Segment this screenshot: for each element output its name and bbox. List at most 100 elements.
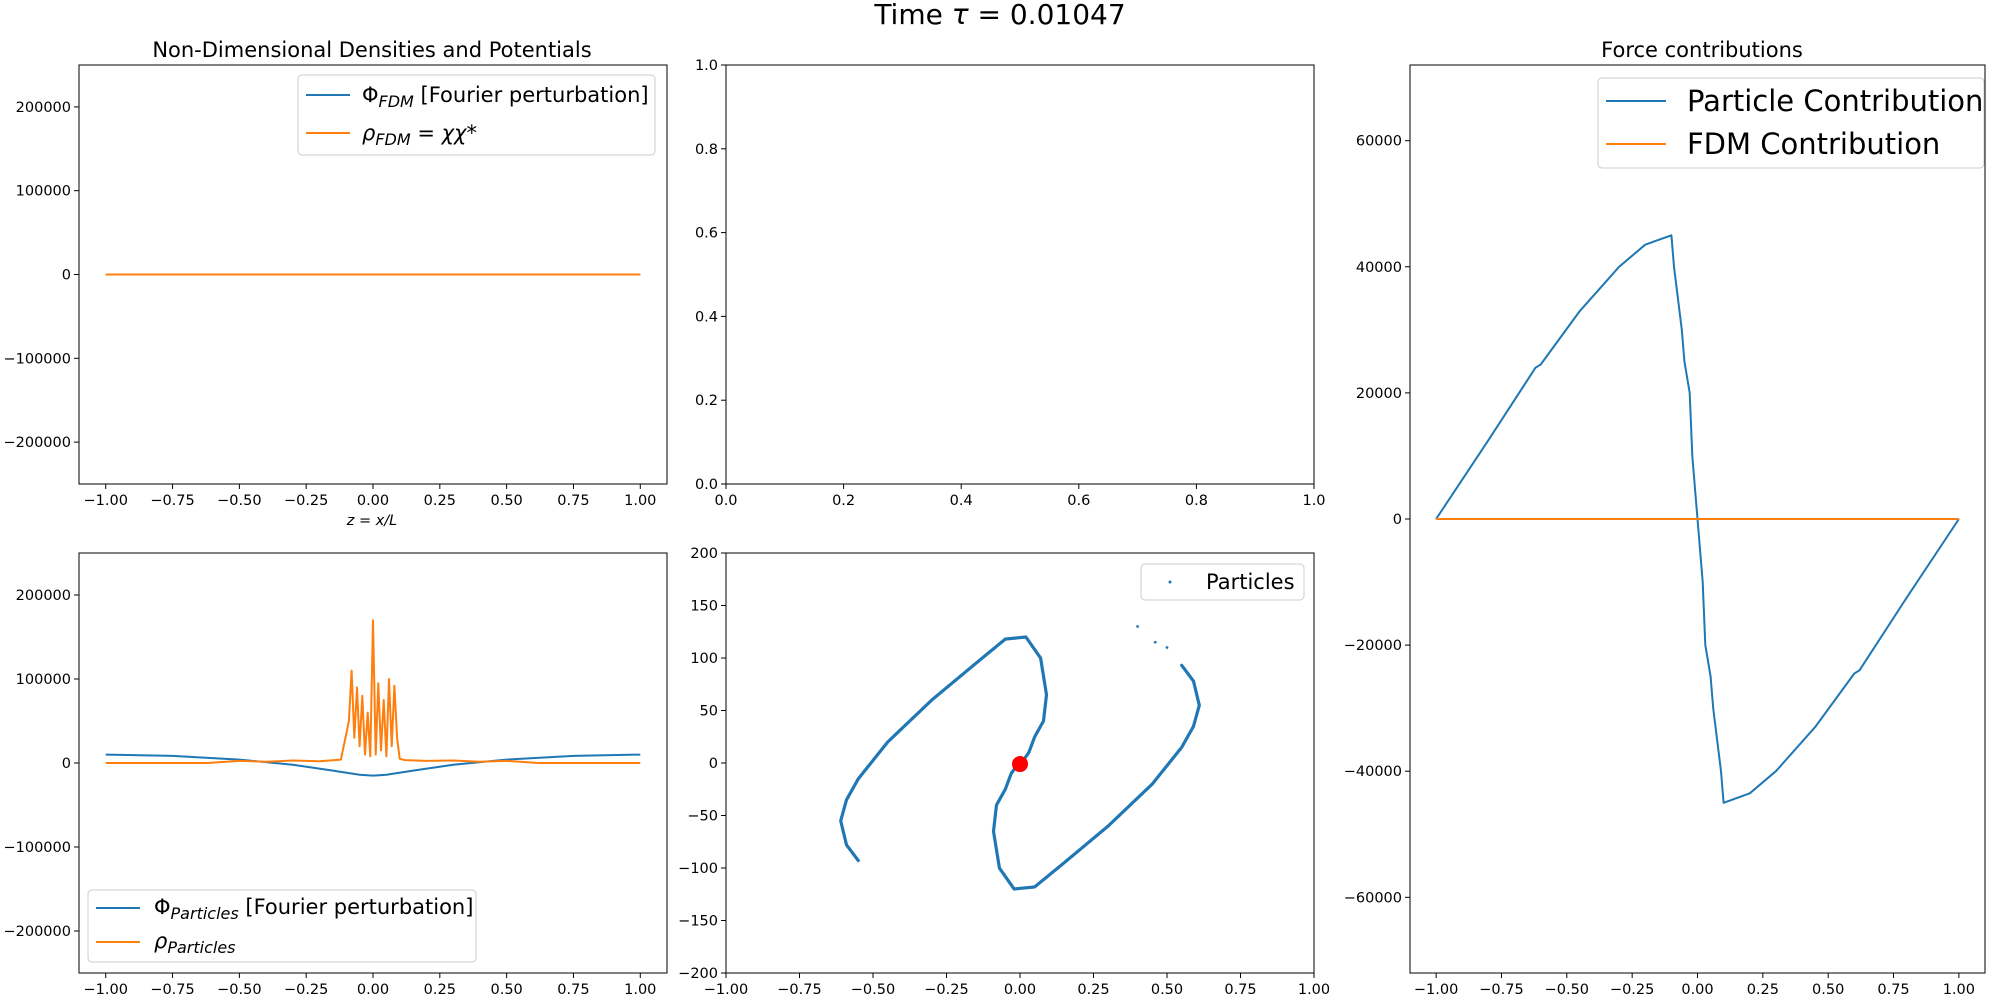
y-tick-label: 100 (690, 651, 718, 667)
series-particles-point-2 (1165, 646, 1169, 649)
legend-label-fdm-contribution: FDM Contribution (1687, 127, 1940, 161)
axes-phase-space: −1.00 −0.75 −0.50 −0.25 0.00 0.25 0.50 0.75 1.00… (678, 546, 1330, 998)
panel-title-force: Force contributions (1601, 38, 1803, 62)
x-tick-label: −0.25 (1610, 982, 1654, 998)
x-tick-label: 0.00 (1681, 982, 1713, 998)
axes-densities-particles: −1.00 −0.75 −0.50 −0.25 0.00 0.25 0.50 0.75 1.00… (3, 552, 668, 998)
y-tick-label: 0.4 (695, 309, 718, 325)
y-tick-label: −100000 (3, 351, 71, 367)
legend-marker-particles (1168, 580, 1172, 584)
x-tick-label: 0.00 (1004, 982, 1036, 998)
figure-title: Time τ = 0.01047 (873, 0, 1125, 31)
x-tick-label: 0.75 (557, 982, 589, 998)
x-tick-label: 0.00 (357, 493, 389, 509)
y-tick-label: 50 (700, 704, 718, 720)
series-particles-point-0 (1136, 625, 1139, 628)
legend-phase-space: Particles (1140, 563, 1305, 601)
x-tick-label: 0.50 (1151, 982, 1183, 998)
x-tick-label: −0.25 (924, 982, 968, 998)
x-tick-label: 0.50 (490, 493, 522, 509)
x-tick-label: −1.00 (84, 982, 128, 998)
y-tick-label: 0.6 (695, 226, 718, 242)
legend-frame (297, 74, 656, 156)
y-tick-label: −50 (687, 809, 718, 825)
x-tick-label: 1.0 (1302, 493, 1325, 509)
legend-frame (87, 889, 477, 963)
x-tick-label: 0.2 (832, 493, 855, 509)
y-tick-label: −200000 (3, 924, 71, 940)
series-particles-arm-1 (991, 663, 1201, 891)
x-tick-label: −0.75 (1479, 982, 1523, 998)
axes-force-contributions: −1.00 −0.75 −0.50 −0.25 0.00 0.25 0.50 0.75 1.00… (1344, 64, 1986, 998)
legend-frame (1597, 77, 1985, 169)
y-tick-label: 0 (62, 756, 71, 772)
x-tick-label: −0.50 (217, 493, 261, 509)
plot-area (105, 619, 641, 777)
series-particles-point-1 (1153, 640, 1157, 644)
x-tick-label: 0.0 (714, 493, 737, 509)
y-tick-label: 0 (709, 756, 718, 772)
y-tick-label: 0.8 (695, 142, 718, 158)
axes-frame (725, 64, 1315, 485)
legend-label-rho-particles: ρParticles (154, 929, 236, 957)
y-tick-label: −60000 (1344, 890, 1402, 906)
y-tick-label: −150 (678, 914, 718, 930)
y-tick-label: 60000 (1356, 134, 1402, 150)
y-tick-label: 100000 (16, 672, 71, 688)
panel-title-densities: Non-Dimensional Densities and Potentials (152, 38, 591, 62)
legend-label-phi-particles: ΦParticles [Fourier perturbation] (154, 895, 473, 923)
x-tick-label: −0.75 (777, 982, 821, 998)
x-tick-label: 1.00 (624, 982, 656, 998)
legend-frame (1140, 563, 1305, 601)
legend-force: Particle Contribution FDM Contribution (1597, 77, 1985, 169)
y-tick-label: 100000 (16, 184, 71, 200)
x-tick-label: −0.75 (150, 982, 194, 998)
axes-empty: 0.0 0.2 0.4 0.6 0.8 1.0 0.0 0.2 0.4 0.6 0.8 1.0 (695, 58, 1326, 509)
x-tick-label: 0.75 (1224, 982, 1256, 998)
x-tick-label: 0.50 (490, 982, 522, 998)
x-tick-label: 0.75 (1877, 982, 1909, 998)
y-tick-label: −20000 (1344, 638, 1402, 654)
x-tick-label: −0.50 (851, 982, 895, 998)
x-tick-label: 0.6 (1067, 493, 1090, 509)
legend-label-particles: Particles (1206, 570, 1295, 594)
legend-densities-fdm: ΦFDM [Fourier perturbation] ρFDM = χχ* (297, 74, 656, 156)
x-tick-label: −1.00 (1414, 982, 1458, 998)
x-tick-label: 1.00 (1943, 982, 1975, 998)
x-tick-label: 0.25 (1747, 982, 1779, 998)
plot-area (839, 625, 1201, 891)
legend-densities-particles: ΦParticles [Fourier perturbation] ρParti… (87, 889, 477, 963)
y-tick-label: −40000 (1344, 764, 1402, 780)
y-tick-label: 0 (1393, 512, 1402, 528)
x-tick-label: 1.00 (1298, 982, 1330, 998)
series--particles-fourier-perturbation- (105, 753, 641, 777)
y-tick-label: 1.0 (695, 58, 718, 74)
x-tick-label: 0.25 (1077, 982, 1109, 998)
x-tick-label: 0.25 (424, 982, 456, 998)
x-tick-label: −1.00 (84, 493, 128, 509)
x-tick-label: 0.00 (357, 982, 389, 998)
x-tick-label: 0.75 (557, 493, 589, 509)
x-tick-label: −0.25 (284, 493, 328, 509)
y-tick-label: 0.0 (695, 477, 718, 493)
x-tick-label: 1.00 (624, 493, 656, 509)
x-tick-label: −0.75 (150, 493, 194, 509)
x-tick-label: −0.50 (217, 982, 261, 998)
x-tick-label: −0.50 (1545, 982, 1589, 998)
y-tick-label: 0.2 (695, 393, 718, 409)
y-tick-label: 0 (62, 268, 71, 284)
series--particles (105, 619, 641, 764)
y-tick-label: 150 (690, 599, 718, 615)
red-marker-point (1012, 756, 1028, 773)
y-tick-label: 200000 (16, 588, 71, 604)
y-tick-label: −200 (678, 966, 718, 982)
y-tick-label: −100 (678, 861, 718, 877)
x-tick-label: 0.50 (1812, 982, 1844, 998)
legend-label-phi-fdm: ΦFDM [Fourier perturbation] (362, 83, 649, 111)
y-tick-label: −200000 (3, 435, 71, 451)
x-tick-label: 0.8 (1185, 493, 1208, 509)
series-particles-arm-0 (839, 635, 1049, 863)
x-tick-label: 0.25 (424, 493, 456, 509)
axes-densities-fdm: −1.00 −0.75 −0.50 −0.25 0.00 0.25 0.50 0.75 1.00… (3, 64, 668, 509)
